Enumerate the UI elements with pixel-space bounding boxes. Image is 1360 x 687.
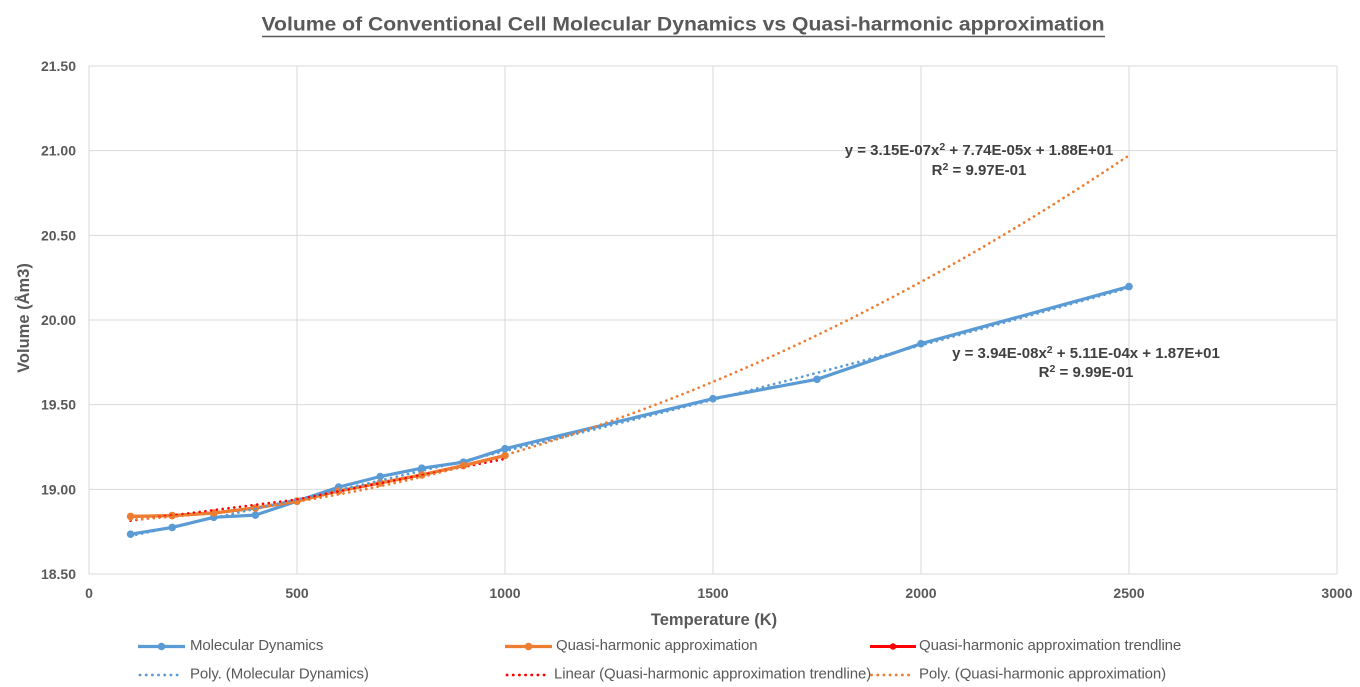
svg-text:Volume of Conventional Cell Mo: Volume of Conventional Cell Molecular Dy… (262, 15, 1105, 36)
svg-text:Volume (Åm3): Volume (Åm3) (14, 263, 33, 373)
svg-text:19.50: 19.50 (41, 397, 76, 413)
svg-text:y = 3.15E-07x2 + 7.74E-05x + 1: y = 3.15E-07x2 + 7.74E-05x + 1.88E+01 (845, 141, 1114, 159)
svg-text:Poly. (Molecular Dynamics): Poly. (Molecular Dynamics) (190, 666, 369, 683)
svg-text:18.50: 18.50 (41, 566, 76, 582)
svg-text:Quasi-harmonic approximation t: Quasi-harmonic approximation trendline (919, 637, 1181, 654)
svg-text:20.00: 20.00 (41, 312, 76, 328)
svg-text:Molecular Dynamics: Molecular Dynamics (190, 637, 323, 654)
svg-text:20.50: 20.50 (41, 227, 76, 243)
svg-text:19.00: 19.00 (41, 481, 76, 497)
svg-text:1500: 1500 (697, 585, 728, 601)
svg-text:R2 = 9.99E-01: R2 = 9.99E-01 (1039, 363, 1134, 381)
svg-text:1000: 1000 (489, 585, 520, 601)
svg-text:Poly. (Quasi-harmonic approxim: Poly. (Quasi-harmonic approximation) (919, 666, 1166, 683)
svg-text:0: 0 (85, 585, 93, 601)
svg-text:Temperature (K): Temperature (K) (651, 611, 777, 629)
svg-text:Quasi-harmonic approximation: Quasi-harmonic approximation (556, 637, 757, 654)
svg-text:2000: 2000 (905, 585, 936, 601)
svg-text:y = 3.94E-08x2 + 5.11E-04x + 1: y = 3.94E-08x2 + 5.11E-04x + 1.87E+01 (952, 344, 1220, 362)
svg-text:R2 = 9.97E-01: R2 = 9.97E-01 (932, 161, 1027, 179)
svg-text:500: 500 (285, 585, 309, 601)
svg-text:21.00: 21.00 (41, 143, 76, 159)
svg-text:21.50: 21.50 (41, 58, 76, 74)
svg-text:2500: 2500 (1113, 585, 1144, 601)
svg-text:3000: 3000 (1321, 585, 1352, 601)
svg-text:Linear (Quasi-harmonic approxi: Linear (Quasi-harmonic approximation tre… (554, 666, 871, 683)
